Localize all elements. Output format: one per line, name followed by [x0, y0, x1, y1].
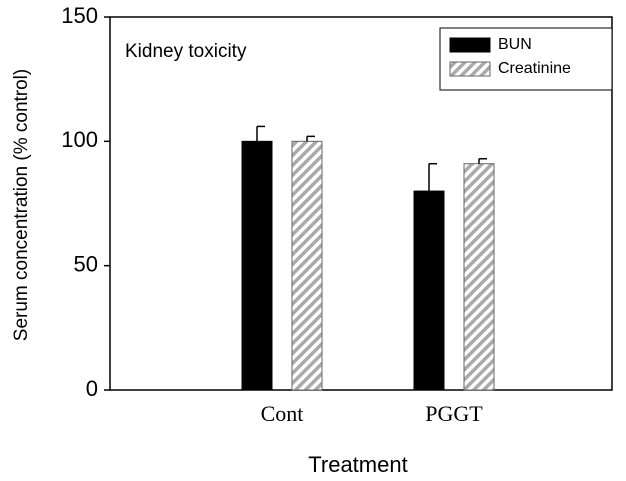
y-tick-label: 150	[61, 3, 98, 28]
legend-label: Creatinine	[498, 60, 571, 77]
annotation: Kidney toxicity	[125, 41, 247, 62]
bar	[241, 140, 273, 391]
legend-swatch	[449, 37, 491, 53]
y-axis-label: Serum concentration (% control)	[11, 69, 32, 341]
bar	[291, 140, 323, 391]
x-axis-label: Treatment	[308, 452, 407, 477]
y-tick-label: 0	[86, 376, 98, 401]
legend-swatch	[449, 61, 491, 77]
bar	[463, 163, 495, 391]
bar	[413, 190, 445, 391]
plot-frame	[109, 16, 613, 391]
legend-label: BUN	[498, 36, 532, 53]
x-tick-label: PGGT	[425, 401, 483, 426]
x-tick-label: Cont	[261, 401, 304, 426]
y-tick-label: 50	[74, 251, 98, 276]
y-tick-label: 100	[61, 127, 98, 152]
